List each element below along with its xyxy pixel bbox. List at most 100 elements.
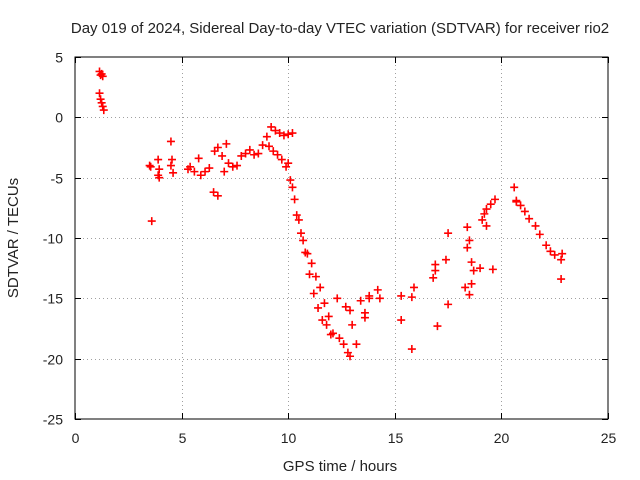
data-point xyxy=(245,145,254,154)
data-point xyxy=(288,183,297,192)
data-point xyxy=(397,316,406,325)
data-point xyxy=(98,72,107,81)
data-point xyxy=(335,334,344,343)
data-point xyxy=(224,159,233,168)
data-point xyxy=(267,122,276,131)
data-point xyxy=(316,283,325,292)
data-point xyxy=(476,264,485,273)
data-point xyxy=(286,176,295,185)
data-point xyxy=(326,330,335,339)
data-point xyxy=(441,255,450,264)
data-point xyxy=(482,205,491,214)
data-point xyxy=(95,89,104,98)
data-point xyxy=(341,302,350,311)
data-point xyxy=(241,149,250,158)
data-point xyxy=(465,236,474,245)
data-point xyxy=(277,155,286,164)
data-point xyxy=(99,106,108,115)
data-point xyxy=(288,129,297,138)
data-point xyxy=(155,173,164,182)
y-axis-label: SDTVAR / TECUs xyxy=(5,178,22,298)
data-point xyxy=(275,129,284,138)
x-tick-label: 5 xyxy=(179,430,187,446)
data-point xyxy=(520,207,529,216)
data-point xyxy=(542,241,551,250)
data-point xyxy=(444,229,453,238)
data-point xyxy=(480,209,489,218)
x-tick-label: 20 xyxy=(494,430,510,446)
y-tick-label: 5 xyxy=(55,50,63,66)
x-tick-label: 0 xyxy=(72,430,80,446)
data-point xyxy=(301,248,310,257)
data-point xyxy=(186,162,195,171)
data-point xyxy=(429,273,438,282)
data-point xyxy=(218,151,227,160)
data-point xyxy=(346,306,355,315)
data-point xyxy=(486,200,495,209)
x-tick-label: 25 xyxy=(601,430,617,446)
data-point xyxy=(209,188,218,197)
data-point xyxy=(318,316,327,325)
data-point xyxy=(463,223,472,232)
data-point xyxy=(465,290,474,299)
x-axis-label: GPS time / hours xyxy=(283,458,397,475)
data-point xyxy=(155,165,164,174)
data-point xyxy=(558,249,567,258)
data-point xyxy=(409,283,418,292)
data-points xyxy=(95,67,567,361)
data-point xyxy=(237,151,246,160)
data-point xyxy=(273,150,282,159)
data-point xyxy=(510,183,519,192)
data-point xyxy=(346,352,355,361)
data-point xyxy=(258,141,267,150)
chart-title: Day 019 of 2024, Sidereal Day-to-day VTE… xyxy=(71,20,609,37)
data-point xyxy=(262,132,271,141)
grid-lines xyxy=(75,57,608,419)
data-point xyxy=(146,162,155,171)
data-point xyxy=(154,155,163,164)
data-point xyxy=(348,320,357,329)
data-point xyxy=(463,243,472,252)
y-tick-label: -5 xyxy=(51,171,64,187)
data-point xyxy=(250,150,259,159)
data-point xyxy=(557,255,566,264)
data-point xyxy=(397,291,406,300)
data-point xyxy=(482,221,491,230)
data-point xyxy=(314,303,323,312)
data-point xyxy=(324,312,333,321)
data-point xyxy=(222,139,231,148)
data-point xyxy=(467,279,476,288)
y-tick-label: 0 xyxy=(55,110,63,126)
data-point xyxy=(373,285,382,294)
data-point xyxy=(265,142,274,151)
data-point xyxy=(296,229,305,238)
y-tick-label: -20 xyxy=(43,352,63,368)
data-point xyxy=(220,167,229,176)
data-point xyxy=(433,322,442,331)
data-point xyxy=(478,215,487,224)
data-point xyxy=(512,197,521,206)
data-point xyxy=(145,161,154,170)
y-tick-label: -25 xyxy=(43,412,63,428)
data-point xyxy=(196,171,205,180)
data-point xyxy=(488,265,497,274)
data-point xyxy=(356,296,365,305)
data-point xyxy=(271,126,280,135)
data-point xyxy=(557,275,566,284)
data-point xyxy=(213,143,222,152)
axis-ticks: 0 5 10 15 20 25 5 0 -5 -10 -15 -20 -25 xyxy=(43,50,617,447)
data-point xyxy=(360,313,369,322)
data-point xyxy=(147,217,156,226)
data-point xyxy=(550,250,559,259)
data-point xyxy=(98,102,107,111)
x-tick-label: 15 xyxy=(388,430,404,446)
data-point xyxy=(516,201,525,210)
data-point xyxy=(205,164,214,173)
data-point xyxy=(254,149,263,158)
y-tick-label: -10 xyxy=(43,231,63,247)
data-point xyxy=(169,168,178,177)
data-point xyxy=(322,320,331,329)
data-point xyxy=(491,195,500,204)
